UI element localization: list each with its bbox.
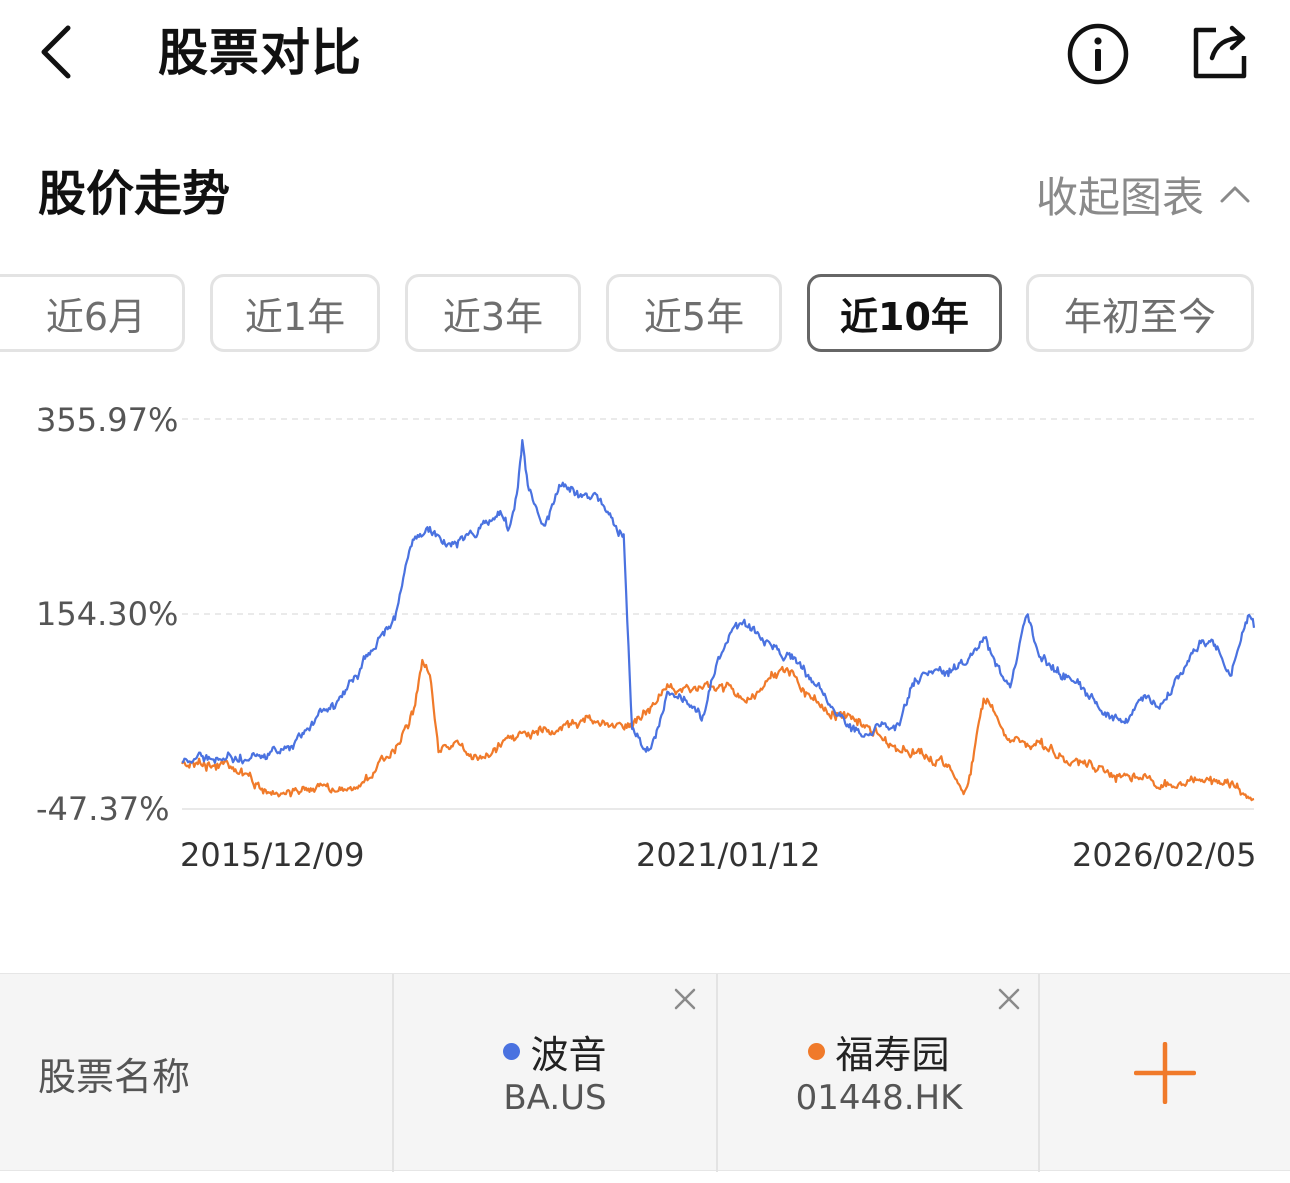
top-bar: 股票对比 — [0, 0, 1290, 110]
stock-name: 福寿园 — [835, 1033, 950, 1077]
series-color-dot — [503, 1043, 521, 1060]
stock-code: BA.US — [503, 1078, 607, 1118]
y-tick-label: 154.30% — [36, 595, 179, 633]
tab-1-year[interactable]: 近1年 — [210, 274, 380, 352]
x-tick-label: 2026/02/05 — [1072, 836, 1257, 874]
stock-card-ba[interactable]: 波音 BA.US — [394, 974, 716, 1172]
column-divider — [1038, 974, 1040, 1172]
tab-label: 近6月 — [45, 294, 146, 339]
page-title: 股票对比 — [158, 24, 362, 82]
tab-3-years[interactable]: 近3年 — [405, 274, 581, 352]
tab-label: 近10年 — [840, 294, 969, 339]
stock-compare-bar: 股票名称 波音 BA.US 福寿园 01448.HK — [0, 973, 1290, 1172]
close-icon[interactable] — [996, 986, 1022, 1012]
chart-svg — [181, 418, 1256, 810]
tab-6-months[interactable]: 近6月 — [0, 274, 185, 352]
column-divider — [392, 974, 394, 1172]
stock-name-row: 福寿园 — [718, 1024, 1040, 1079]
range-tabs: 近6月 近1年 近3年 近5年 近10年 年初至今 — [0, 274, 1290, 354]
collapse-chart-label: 收起图表 — [1035, 172, 1204, 222]
info-button[interactable] — [1066, 22, 1130, 86]
plus-icon — [1134, 1042, 1196, 1104]
y-tick-label: 355.97% — [36, 401, 179, 439]
chevron-up-icon — [1220, 186, 1250, 203]
tab-5-years[interactable]: 近5年 — [606, 274, 782, 352]
section-title: 股价走势 — [38, 166, 231, 222]
chevron-left-icon — [41, 25, 71, 79]
column-divider — [716, 974, 718, 1172]
y-tick-label: -47.37% — [36, 790, 170, 828]
collapse-chart-button[interactable]: 收起图表 — [1036, 162, 1252, 226]
tab-label: 近5年 — [643, 294, 745, 339]
stock-name-header: 股票名称 — [38, 1054, 191, 1099]
series-line-01448 — [181, 658, 1255, 802]
stock-name: 波音 — [530, 1033, 607, 1077]
series-line-ba — [181, 439, 1256, 765]
stock-card-01448[interactable]: 福寿园 01448.HK — [718, 974, 1040, 1172]
info-icon — [1067, 23, 1129, 85]
share-button[interactable] — [1188, 20, 1252, 84]
tab-label: 年初至今 — [1063, 294, 1216, 339]
x-tick-label: 2015/12/09 — [180, 836, 365, 874]
share-icon — [1193, 25, 1247, 79]
add-stock-button[interactable] — [1040, 974, 1290, 1172]
tab-year-to-date[interactable]: 年初至今 — [1026, 274, 1254, 352]
tab-label: 近1年 — [244, 294, 346, 339]
series-color-dot — [808, 1043, 826, 1060]
x-tick-label: 2021/01/12 — [636, 836, 821, 874]
back-button[interactable] — [32, 22, 84, 82]
price-trend-chart: 355.97% 154.30% -47.37% 2015/12/09 2021/… — [0, 385, 1290, 885]
tab-10-years[interactable]: 近10年 — [807, 274, 1002, 352]
stock-name-row: 波音 — [394, 1024, 716, 1079]
close-icon[interactable] — [672, 986, 698, 1012]
tab-label: 近3年 — [442, 294, 544, 339]
stock-code: 01448.HK — [795, 1078, 963, 1118]
